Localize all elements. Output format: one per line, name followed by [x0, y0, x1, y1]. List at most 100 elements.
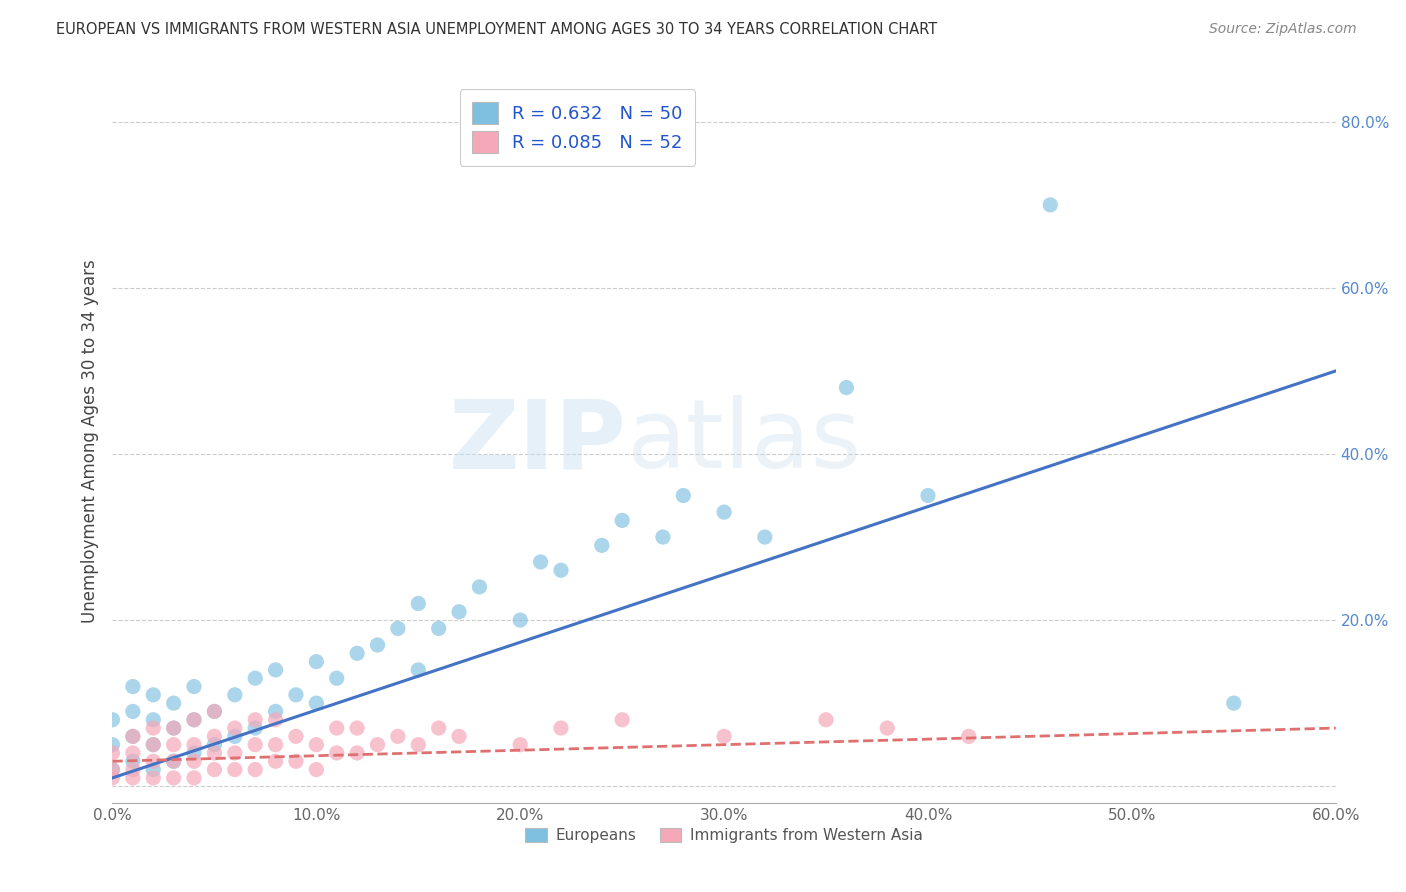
Point [387, 730, 409, 744]
Point [142, 763, 165, 777]
Point [122, 754, 145, 768]
Point [142, 738, 165, 752]
Point [204, 746, 226, 760]
Point [163, 754, 186, 768]
Point [264, 738, 287, 752]
Point [264, 713, 287, 727]
Point [142, 688, 165, 702]
Point [447, 605, 470, 619]
Y-axis label: Unemployment Among Ages 30 to 34 years: Unemployment Among Ages 30 to 34 years [80, 260, 98, 624]
Point [245, 713, 267, 727]
Point [509, 613, 531, 627]
Point [163, 771, 186, 785]
Point [591, 538, 613, 552]
Point [122, 705, 145, 719]
Point [509, 738, 531, 752]
Point [264, 705, 287, 719]
Point [142, 721, 165, 735]
Point [713, 505, 735, 519]
Point [427, 721, 450, 735]
Legend: Europeans, Immigrants from Western Asia: Europeans, Immigrants from Western Asia [519, 822, 929, 849]
Point [204, 730, 226, 744]
Point [815, 713, 838, 727]
Point [408, 663, 430, 677]
Point [264, 754, 287, 768]
Point [101, 738, 124, 752]
Point [610, 513, 633, 527]
Point [101, 763, 124, 777]
Text: EUROPEAN VS IMMIGRANTS FROM WESTERN ASIA UNEMPLOYMENT AMONG AGES 30 TO 34 YEARS : EUROPEAN VS IMMIGRANTS FROM WESTERN ASIA… [56, 22, 938, 37]
Point [122, 746, 145, 760]
Point [305, 696, 328, 710]
Point [163, 696, 186, 710]
Point [122, 771, 145, 785]
Point [713, 730, 735, 744]
Point [284, 688, 308, 702]
Point [224, 721, 246, 735]
Point [1223, 696, 1246, 710]
Point [224, 688, 246, 702]
Point [122, 680, 145, 694]
Point [366, 738, 388, 752]
Point [122, 763, 145, 777]
Point [346, 646, 368, 660]
Point [142, 771, 165, 785]
Point [284, 730, 308, 744]
Point [183, 738, 205, 752]
Point [672, 489, 695, 503]
Point [835, 380, 858, 394]
Point [346, 746, 368, 760]
Point [917, 489, 939, 503]
Point [142, 754, 165, 768]
Point [610, 713, 633, 727]
Point [468, 580, 491, 594]
Point [957, 730, 980, 744]
Point [876, 721, 898, 735]
Text: ZIP: ZIP [449, 395, 626, 488]
Text: Source: ZipAtlas.com: Source: ZipAtlas.com [1209, 22, 1357, 37]
Text: atlas: atlas [626, 395, 862, 488]
Point [183, 713, 205, 727]
Point [346, 721, 368, 735]
Point [447, 730, 470, 744]
Point [163, 754, 186, 768]
Point [163, 721, 186, 735]
Point [101, 713, 124, 727]
Point [163, 721, 186, 735]
Point [142, 713, 165, 727]
Point [245, 671, 267, 685]
Point [101, 746, 124, 760]
Point [101, 763, 124, 777]
Point [204, 763, 226, 777]
Point [245, 738, 267, 752]
Point [245, 763, 267, 777]
Point [366, 638, 388, 652]
Point [550, 563, 572, 577]
Point [183, 680, 205, 694]
Point [529, 555, 551, 569]
Point [305, 763, 328, 777]
Point [284, 754, 308, 768]
Point [305, 738, 328, 752]
Point [305, 655, 328, 669]
Point [101, 771, 124, 785]
Point [142, 738, 165, 752]
Point [245, 721, 267, 735]
Point [183, 713, 205, 727]
Point [408, 738, 430, 752]
Point [326, 746, 349, 760]
Point [387, 621, 409, 635]
Point [183, 771, 205, 785]
Point [204, 705, 226, 719]
Point [550, 721, 572, 735]
Point [224, 730, 246, 744]
Point [408, 597, 430, 611]
Point [652, 530, 675, 544]
Point [183, 754, 205, 768]
Point [326, 721, 349, 735]
Point [204, 705, 226, 719]
Point [224, 763, 246, 777]
Point [204, 738, 226, 752]
Point [427, 621, 450, 635]
Point [754, 530, 776, 544]
